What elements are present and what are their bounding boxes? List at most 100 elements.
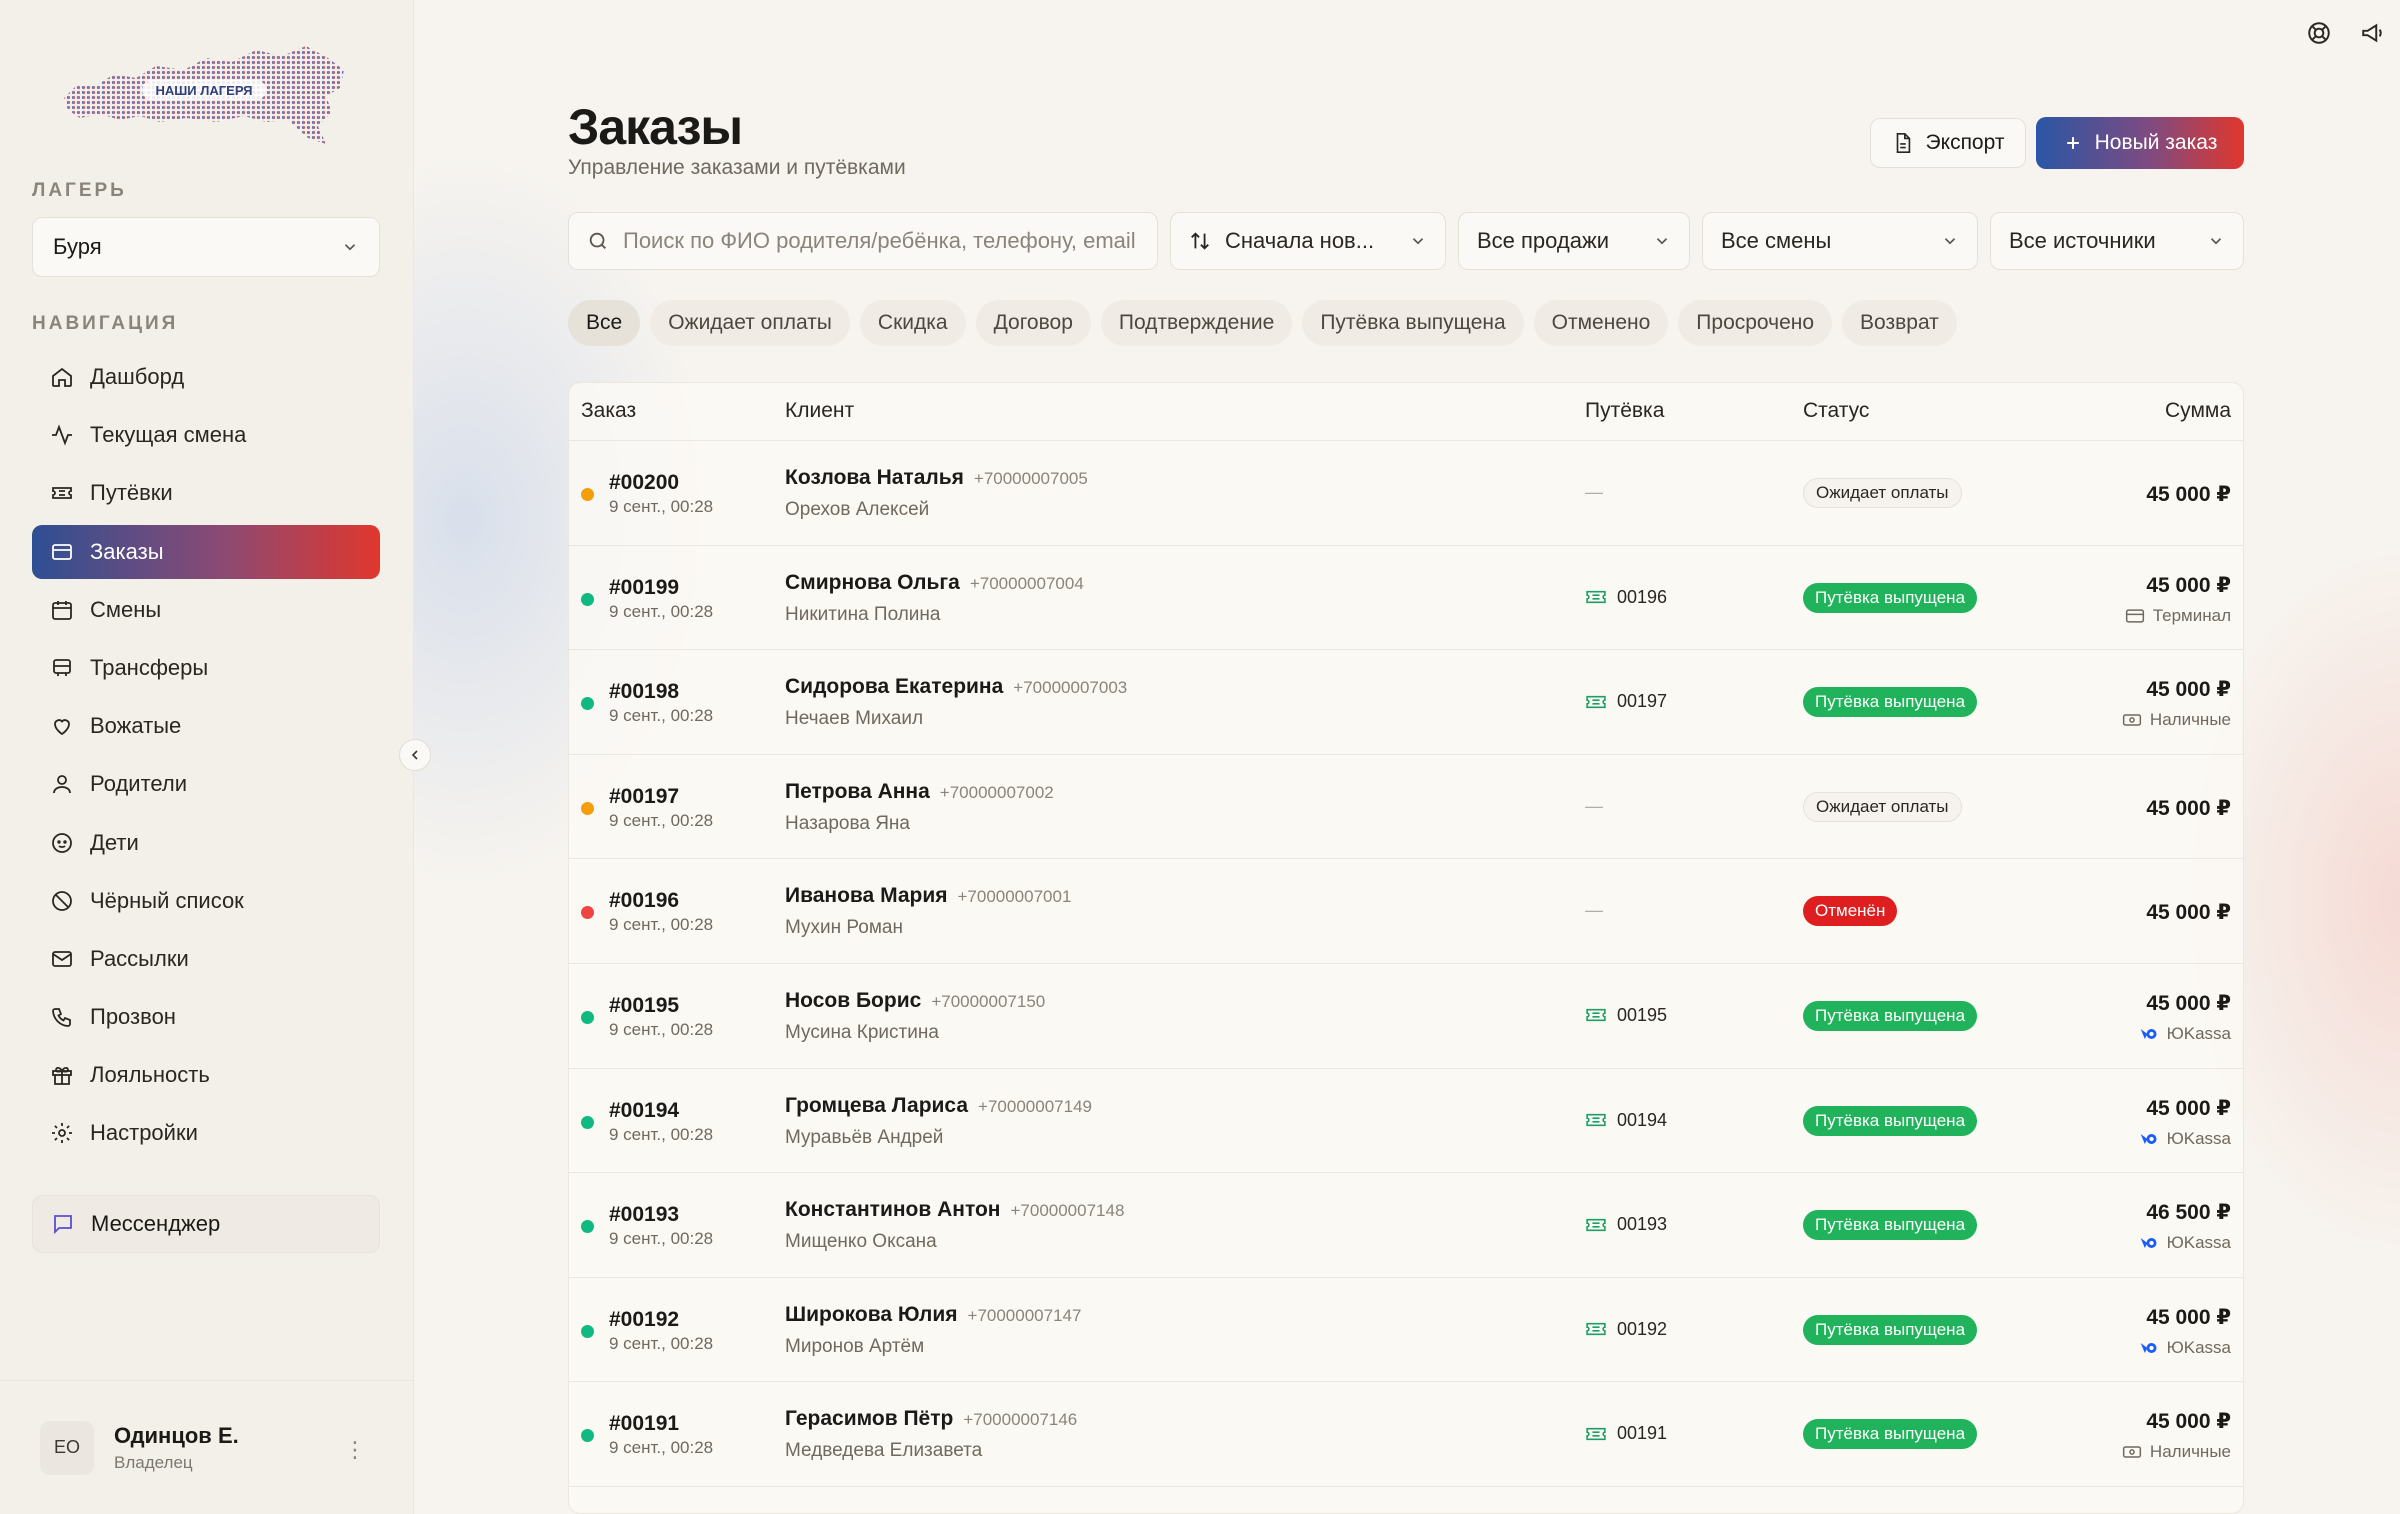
order-id[interactable]: #00199 <box>609 575 680 599</box>
user-profile[interactable]: ЕО Одинцов Е. Владелец ⋮ <box>0 1380 414 1514</box>
table-row[interactable]: #00198 9 сент., 00:28 Сидорова Екатерина +7… <box>569 650 2243 755</box>
voucher-link[interactable]: 00193 <box>1585 1214 1667 1235</box>
client-name[interactable]: Носов Борис +70000007150 <box>785 989 1045 1013</box>
table-row[interactable]: #00192 9 сент., 00:28 Широкова Юлия +700000… <box>569 1278 2243 1383</box>
client-name[interactable]: Сидорова Екатерина +70000007003 <box>785 675 1127 699</box>
sidebar-item-blacklist[interactable]: Чёрный список <box>32 874 380 928</box>
sidebar-item-transfers[interactable]: Трансферы <box>32 641 380 695</box>
collapse-sidebar-button[interactable] <box>399 739 431 771</box>
table-row[interactable]: #00197 9 сент., 00:28 Петрова Анна +7000000… <box>569 755 2243 860</box>
column-client[interactable]: Клиент <box>785 399 855 422</box>
sidebar-item-loyalty[interactable]: Лояльность <box>32 1048 380 1102</box>
ticket-icon <box>1586 695 1606 708</box>
messenger-button[interactable]: Мессенджер <box>32 1195 380 1253</box>
chip-overdue[interactable]: Просрочено <box>1678 300 1833 346</box>
table-row[interactable]: #00199 9 сент., 00:28 Смирнова Ольга +70000… <box>569 546 2243 651</box>
client-name[interactable]: Константинов Антон +70000007148 <box>785 1198 1124 1222</box>
chip-confirmation[interactable]: Подтверждение <box>1100 300 1293 346</box>
order-id[interactable]: #00192 <box>609 1307 680 1331</box>
order-amount: 46 500 ₽ <box>2146 1201 2231 1225</box>
export-button[interactable]: Экспорт <box>1870 118 2026 168</box>
client-name[interactable]: Громцева Лариса +70000007149 <box>785 1094 1092 1118</box>
column-voucher[interactable]: Путёвка <box>1585 399 1665 422</box>
sidebar-item-label: Дашборд <box>90 364 185 389</box>
order-id[interactable]: #00194 <box>609 1098 680 1122</box>
support-icon[interactable] <box>2306 20 2332 46</box>
sidebar-item-orders[interactable]: Заказы <box>32 524 380 579</box>
sort-select[interactable]: Сначала нов... <box>1170 212 1446 270</box>
order-date: 9 сент., 00:28 <box>609 1333 714 1353</box>
client-name[interactable]: Иванова Мария +70000007001 <box>785 884 1071 908</box>
chip-all[interactable]: Все <box>568 300 641 346</box>
column-status[interactable]: Статус <box>1803 399 1870 422</box>
order-id[interactable]: #00198 <box>609 680 680 704</box>
client-phone: +70000007149 <box>978 1096 1092 1116</box>
sales-select[interactable]: Все продажи <box>1458 212 1690 270</box>
chip-voucher-issued[interactable]: Путёвка выпущена <box>1302 300 1524 346</box>
chip-contract[interactable]: Договор <box>975 300 1091 346</box>
phone-icon <box>52 1008 71 1027</box>
order-id[interactable]: #00200 <box>609 471 680 494</box>
sidebar-item-vouchers[interactable]: Путёвки <box>32 466 380 520</box>
table-row[interactable]: #00191 9 сент., 00:28 Герасимов Пётр +70000… <box>569 1382 2243 1487</box>
column-amount[interactable]: Сумма <box>2165 399 2231 422</box>
voucher-link[interactable]: 00194 <box>1585 1110 1667 1131</box>
sidebar-item-counselors[interactable]: Вожатые <box>32 699 380 753</box>
main-content: Заказы Управление заказами и путёвками Э… <box>414 0 2400 1514</box>
table-row[interactable]: #00196 9 сент., 00:28 Иванова Мария +700000… <box>569 859 2243 964</box>
client-name[interactable]: Широкова Юлия +70000007147 <box>785 1303 1081 1327</box>
new-order-button[interactable]: Новый заказ <box>2036 117 2244 169</box>
chip-cancelled[interactable]: Отменено <box>1533 300 1669 346</box>
sidebar-item-current-shift[interactable]: Текущая смена <box>32 408 380 462</box>
sidebar-item-settings[interactable]: Настройки <box>32 1106 380 1160</box>
order-id[interactable]: #00196 <box>609 889 680 913</box>
client-name[interactable]: Герасимов Пётр +70000007146 <box>785 1407 1077 1431</box>
ban-icon <box>52 890 72 911</box>
sidebar-item-mailings[interactable]: Рассылки <box>32 932 380 986</box>
sidebar-item-label: Родители <box>90 771 188 797</box>
order-date: 9 сент., 00:28 <box>609 601 714 621</box>
client-name[interactable]: Козлова Наталья +70000007005 <box>785 466 1088 490</box>
client-name[interactable]: Петрова Анна +70000007002 <box>785 780 1054 804</box>
order-id[interactable]: #00191 <box>609 1412 680 1436</box>
sidebar-item-label: Рассылки <box>90 945 189 971</box>
child-name: Муравьёв Андрей <box>785 1126 944 1148</box>
voucher-link[interactable]: 00195 <box>1585 1005 1667 1026</box>
plus-icon <box>2066 137 2079 149</box>
table-row[interactable]: #00193 9 сент., 00:28 Константинов Антон +7… <box>569 1173 2243 1278</box>
sort-value: Сначала нов... <box>1225 228 1375 253</box>
voucher-link[interactable]: 00191 <box>1585 1423 1667 1444</box>
sidebar-item-shifts[interactable]: Смены <box>32 583 380 637</box>
chip-awaiting-payment[interactable]: Ожидает оплаты <box>650 300 850 346</box>
sidebar-item-calls[interactable]: Прозвон <box>32 990 380 1044</box>
voucher-link[interactable]: 00196 <box>1585 587 1667 608</box>
chip-refund[interactable]: Возврат <box>1842 300 1957 346</box>
order-id[interactable]: #00197 <box>609 784 680 808</box>
camp-select[interactable]: Буря <box>32 217 380 277</box>
megaphone-icon[interactable] <box>2360 20 2386 46</box>
voucher-link[interactable]: 00192 <box>1585 1319 1667 1340</box>
table-header: Заказ Клиент Путёвка Статус Сумма <box>569 383 2243 441</box>
child-name: Нечаев Михаил <box>785 708 924 730</box>
sidebar-item-children[interactable]: Дети <box>32 816 380 870</box>
table-row[interactable]: #00200 9 сент., 00:28 Козлова Наталья +7000… <box>569 441 2243 546</box>
voucher-link[interactable]: 00197 <box>1585 691 1667 712</box>
chevron-down-icon <box>1944 238 1956 245</box>
column-order[interactable]: Заказ <box>581 399 637 422</box>
sources-select[interactable]: Все источники <box>1990 212 2244 270</box>
order-date: 9 сент., 00:28 <box>609 1124 714 1144</box>
sidebar-item-dashboard[interactable]: Дашборд <box>32 350 380 404</box>
sidebar-item-label: Текущая смена <box>90 422 247 448</box>
logo[interactable]: НАШИ ЛАГЕРЯ <box>56 40 352 152</box>
search-input[interactable]: Поиск по ФИО родителя/ребёнка, телефону,… <box>568 212 1158 270</box>
client-name[interactable]: Смирнова Ольга +70000007004 <box>785 571 1084 595</box>
sidebar-item-parents[interactable]: Родители <box>32 757 380 811</box>
order-id[interactable]: #00193 <box>609 1203 680 1227</box>
table-row[interactable]: #00195 9 сент., 00:28 Носов Борис +70000007… <box>569 964 2243 1069</box>
child-name: Миронов Артём <box>785 1335 925 1357</box>
shifts-select[interactable]: Все смены <box>1702 212 1978 270</box>
table-row[interactable]: #00194 9 сент., 00:28 Громцева Лариса +7000… <box>569 1069 2243 1174</box>
order-id[interactable]: #00195 <box>609 993 680 1017</box>
chip-discount[interactable]: Скидка <box>859 300 966 346</box>
more-vertical-icon[interactable]: ⋮ <box>344 1437 366 1462</box>
